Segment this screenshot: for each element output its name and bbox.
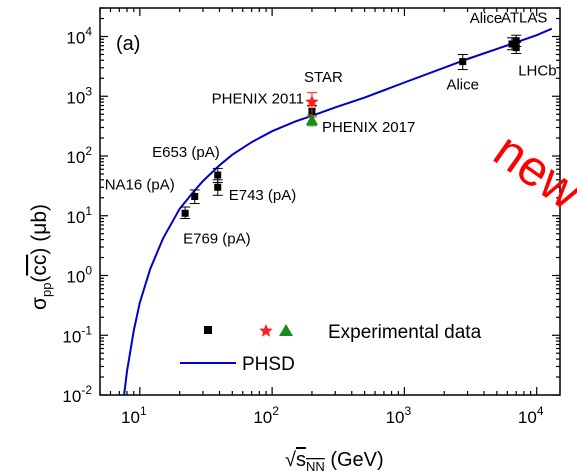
plot-frame [99,7,561,396]
x-tick-label: 104 [518,404,544,427]
legend-experimental-label: Experimental data [328,322,482,343]
square-marker [191,193,199,201]
y-axis-title: σpp(cc) (μb) [28,204,54,310]
point-labels: E769 (pA) NA16 (pA) E743 (pA) E653 (pA) PHEN… [105,10,557,248]
new-annotation: new [484,122,577,221]
y-tick-label: 104 [66,25,92,48]
point-label: ATLAS [501,10,547,27]
point-label: Alice [446,77,479,94]
y-tick-labels: 10-2 10-1 100 101 102 103 104 [62,25,92,406]
triangle-marker [305,114,318,126]
legend-triangle-marker [279,324,293,336]
square-marker [459,58,467,66]
star-marker [305,95,319,108]
x-tick-label: 102 [253,404,279,427]
y-tick-label: 10-2 [62,383,92,406]
point-label: Alice [470,10,503,27]
x-axis-title: √sNN (GeV) [285,449,384,474]
y-tick-label: 101 [66,204,92,227]
point-label: E653 (pA) [152,144,220,161]
y-tick-label: 10-1 [62,323,92,346]
point-label: PHENIX 2017 [322,119,415,136]
phsd-curve [123,27,553,396]
square-marker [512,44,520,52]
point-label: E743 (pA) [229,187,297,204]
legend: Experimental data PHSD [180,322,482,375]
point-label: STAR [304,69,343,86]
point-label: NA16 (pA) [105,177,175,194]
x-tick-label: 101 [121,404,147,427]
legend-star-marker [259,324,273,337]
data-points [180,34,522,219]
x-tick-labels: 101 102 103 104 [121,404,544,427]
axis-ticks [99,7,560,396]
legend-square-marker [204,326,212,334]
y-tick-label: 100 [66,264,92,287]
legend-phsd-label: PHSD [242,354,295,375]
square-marker [508,40,516,48]
panel-label: (a) [116,33,140,55]
y-tick-label: 102 [66,144,92,167]
x-tick-label: 103 [386,404,412,427]
square-marker [181,209,189,217]
square-marker [512,37,520,45]
point-label: E769 (pA) [183,230,251,247]
square-marker [214,171,222,179]
square-marker [214,183,222,191]
y-tick-label: 103 [66,84,92,107]
point-label: PHENIX 2011 [212,90,304,107]
point-label: LHCb [518,63,556,80]
